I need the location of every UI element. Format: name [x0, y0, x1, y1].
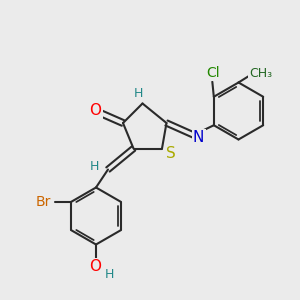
Text: CH₃: CH₃: [249, 67, 272, 80]
Text: H: H: [105, 268, 114, 281]
Text: O: O: [89, 103, 101, 118]
Text: N: N: [193, 130, 204, 145]
Text: O: O: [89, 259, 101, 274]
Text: H: H: [134, 86, 144, 100]
Text: Br: Br: [36, 195, 51, 209]
Text: Cl: Cl: [206, 66, 220, 80]
Text: H: H: [90, 160, 99, 173]
Text: S: S: [166, 146, 176, 161]
